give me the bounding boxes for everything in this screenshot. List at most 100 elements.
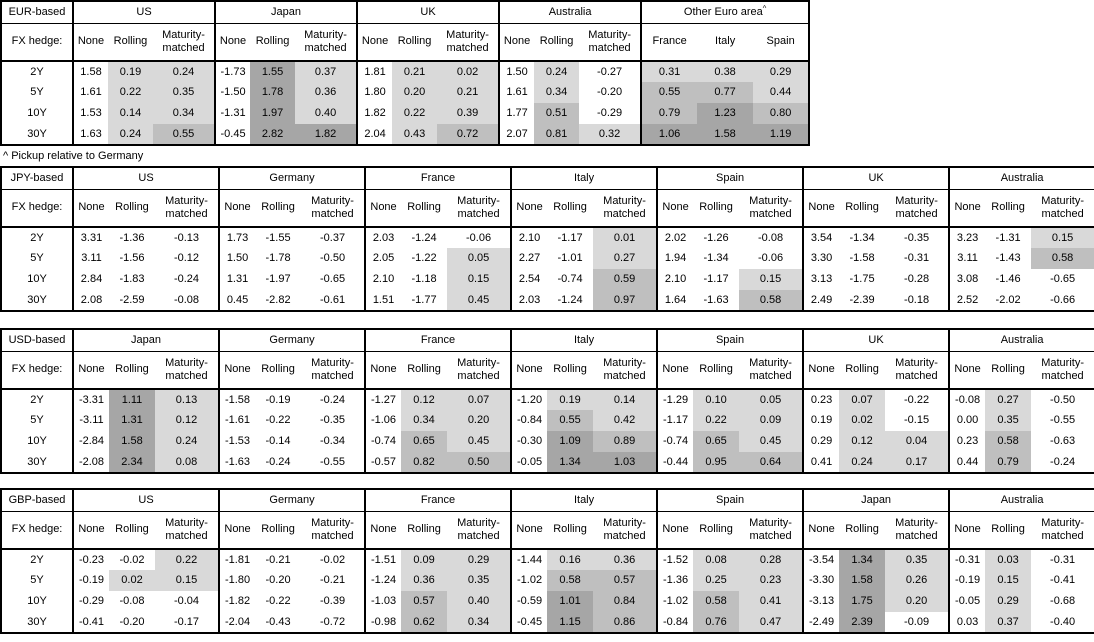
value-cell: 0.37 [985,612,1032,633]
value-cell: 0.82 [401,452,448,473]
tenor-label: 2Y [30,393,44,406]
value-cell: 0.29 [447,549,512,570]
country-name: Germany [269,333,315,346]
value-cell: 0.40 [447,591,512,612]
hedge-type-header: None [72,23,108,62]
value-cell: -1.29 [656,389,694,410]
sub-country-header: Italy [697,23,754,62]
value-cell: -0.74 [557,273,583,286]
value-cell: 3.11 [72,248,109,269]
value-cell: 0.29 [985,591,1032,612]
value-cell: -1.80 [218,570,256,591]
tenor-label: 30Y [27,127,47,140]
value-cell: 0.79 [640,103,698,124]
hedge-type-header: Rolling [392,23,438,62]
value-cell: 2.34 [109,452,155,473]
value-cell: 0.39 [437,103,500,124]
value-cell: -1.58 [218,389,256,410]
value-cell: 0.26 [885,570,950,591]
hedge-type-header: None [72,511,109,550]
value-cell: 0.72 [437,124,500,145]
hedge-header-row: FX hedge: None Rolling Maturity-matched None… [1,189,1094,228]
country-header: Germany [218,329,366,352]
value-cell: 0.31 [640,61,698,82]
country-name: UK [868,333,884,346]
value-cell: 1.34 [839,549,886,570]
value-cell: -0.02 [319,553,346,566]
value-cell: -0.65 [1050,273,1076,286]
hedge-type-header: Maturity-matched [301,511,366,550]
value-cell: 2.10 [364,269,402,290]
value-cell: -0.20 [265,574,291,587]
hedge-type-header: Maturity-matched [593,511,658,550]
table-title: EUR-based [1,1,73,24]
value-cell: 0.07 [447,389,512,410]
hedge-type-header: None [72,189,109,228]
value-cell: 0.34 [401,410,448,431]
country-header: US [71,1,216,24]
value-cell: 1.64 [656,290,694,311]
country-header: Spain [656,329,804,352]
value-cell: -0.08 [758,231,784,244]
value-cell: 0.35 [447,570,512,591]
hedge-type-header: Maturity-matched [447,351,512,390]
hedge-type-header: None [656,511,694,550]
value-cell: 1.31 [218,269,256,290]
value-cell: -1.43 [995,252,1021,265]
value-cell: -1.52 [656,549,694,570]
value-cell: -0.55 [1050,414,1076,427]
value-cell: 0.34 [534,82,580,103]
value-cell: 0.59 [593,269,658,290]
spacer [0,474,1094,488]
value-cell: -3.31 [72,389,109,410]
value-cell: 0.05 [739,389,804,410]
country-header: Germany [218,167,366,190]
jpy-based-section: JPY-based US Germany France Italy Spain UK Aust… [0,166,1094,312]
country-name: Australia [1000,333,1044,346]
hedge-type-header: None [510,189,548,228]
value-cell: 3.11 [948,248,986,269]
value-cell: -0.29 [72,591,109,612]
hedge-type-header: Maturity-matched [1031,351,1094,390]
value-cell: -1.20 [510,389,548,410]
tenor-label: 30Y [27,293,47,306]
tenor-label: 5Y [30,86,44,99]
hedge-type-header: Rolling [250,23,296,62]
value-cell: 0.03 [985,549,1032,570]
value-cell: 0.24 [839,452,886,473]
value-cell: -3.30 [802,570,840,591]
hedge-type-header: None [802,351,840,390]
value-cell: 0.55 [640,82,698,103]
value-cell: -0.50 [1050,393,1076,406]
country-header: Italy [510,167,658,190]
data-row: 30Y -2.08 2.34 0.08 -1.63 -0.24 -0.55 -0.57 0.82… [1,452,1094,473]
value-cell: 0.58 [547,570,594,591]
country-name: Japan [861,493,892,506]
value-cell: 1.51 [364,290,402,311]
value-cell: 0.12 [401,389,448,410]
country-header: Australia [948,329,1094,352]
value-cell: -0.40 [1050,615,1076,628]
value-cell: 2.03 [364,227,402,248]
value-cell: -0.24 [319,393,346,406]
value-cell: 0.40 [295,103,358,124]
value-cell: 0.20 [392,82,438,103]
value-cell: -1.24 [557,293,583,306]
value-cell: 0.77 [697,82,754,103]
hedge-type-header: Maturity-matched [155,189,220,228]
value-cell: -0.04 [173,595,200,608]
country-header: Spain [656,167,804,190]
value-cell: 0.02 [109,570,155,591]
footnote: ^ Pickup relative to Germany [3,150,144,162]
country-header: UK [356,1,500,24]
country-header: US [71,489,220,512]
value-cell: 0.97 [593,290,658,311]
tenor-label: 10Y [27,273,47,286]
value-cell: 2.04 [356,124,393,145]
value-cell: 0.13 [155,389,220,410]
value-cell: 0.36 [295,82,358,103]
hedge-header-row: FX hedge: None Rolling Maturity-matched None… [1,23,810,62]
gbp-based-section: GBP-based US Germany France Italy Spain Japan A… [0,488,1094,634]
country-name: Australia [1000,171,1044,184]
